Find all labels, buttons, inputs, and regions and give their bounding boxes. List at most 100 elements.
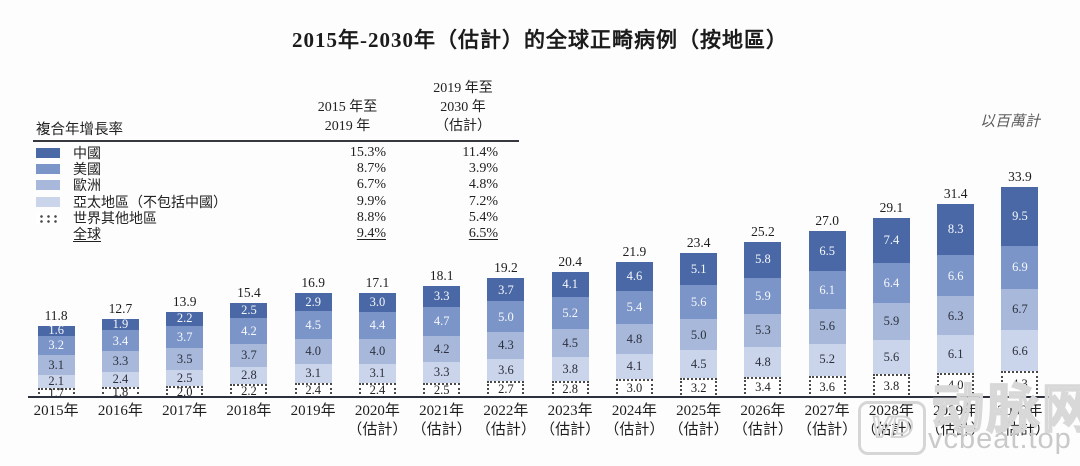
- bar-total-label: 27.0: [815, 212, 839, 228]
- bar-2015年: 11.8 1.6 3.2 3.1 2.1 1.7: [24, 308, 88, 400]
- estimate-suffix-label: （估計）: [540, 422, 601, 438]
- bar-total-label: 25.2: [751, 223, 775, 239]
- bar-total-label: 31.4: [943, 185, 968, 201]
- segment-europe: 5.6: [808, 308, 846, 344]
- segment-china: 8.3: [937, 203, 975, 256]
- cagr-value-2015-2019: 6.7%: [356, 177, 386, 193]
- segment-us: 4.7: [423, 306, 461, 336]
- segment-us: 4.2: [230, 318, 268, 345]
- estimate-suffix-label: （估計）: [797, 422, 858, 438]
- segment-value-label: 3.6: [819, 379, 835, 394]
- segment-value-label: 1.7: [48, 385, 64, 400]
- segment-value-label: 7.4: [883, 233, 900, 248]
- legend-swatch-icon: [36, 196, 60, 207]
- x-axis-labels: 2015年 2016年 2017年 2018年 2019年 2020年 （估計） 2021年 （…: [24, 402, 1052, 440]
- segment-us: 3.4: [101, 330, 139, 352]
- segment-us: 3.2: [37, 335, 75, 356]
- estimate-suffix-label: （估計）: [732, 422, 793, 438]
- segment-apac: 3.6: [487, 359, 525, 382]
- segment-value-label: 3.0: [369, 295, 386, 310]
- year-label: 2025年: [676, 403, 722, 419]
- cagr-value-2015-2019: 9.4%: [356, 225, 386, 241]
- bar-total-label: 16.9: [301, 275, 325, 291]
- legend-swatch-icon: [36, 164, 60, 175]
- year-label: 2021年: [419, 403, 465, 419]
- segment-china: 1.6: [37, 324, 75, 336]
- bar-total-label: 13.9: [172, 293, 197, 309]
- stacked-bars: 11.8 1.6 3.2 3.1 2.1 1.7 12.7 1.9 3.4 3.3 2.4 1.8 13…: [24, 169, 1052, 400]
- bar-total-label: 29.1: [879, 199, 904, 215]
- bar-total-label: 20.4: [558, 253, 582, 269]
- cagr-value-2019-2030: 3.9%: [468, 161, 498, 177]
- bar-total-label: 33.9: [1008, 169, 1032, 185]
- segment-europe: 3.5: [166, 348, 204, 371]
- year-label: 2028年: [868, 403, 914, 419]
- segment-us: 5.2: [551, 296, 589, 330]
- x-axis-label-2021年: 2021年 （估計）: [410, 402, 474, 440]
- stacked-bar: 1.9 3.4 3.3 2.4 1.8: [101, 318, 139, 398]
- segment-row: 2.8: [551, 380, 589, 398]
- segment-value-label: 6.5: [819, 243, 835, 258]
- segment-row: 3.6: [808, 375, 846, 398]
- x-axis-label-2018年: 2018年: [217, 402, 281, 440]
- segment-china: 2.9: [294, 293, 332, 312]
- legend-swatch-icon: [36, 148, 60, 159]
- segment-value-label: 4.3: [1012, 377, 1028, 392]
- cagr-col-header-line: 2019 年至: [433, 81, 493, 96]
- segment-value-label: 4.4: [369, 318, 386, 333]
- x-axis-label-2028年: 2028年 （估計）: [859, 402, 923, 440]
- segment-apac: 5.6: [872, 339, 910, 375]
- cagr-value-2015-2019: 8.8%: [356, 209, 386, 225]
- segment-value-label: 5.4: [626, 300, 643, 315]
- stacked-bar: 3.0 4.4 4.0 3.1 2.4: [358, 293, 396, 398]
- segment-europe: 4.8: [615, 324, 653, 355]
- segment-value-label: 6.3: [947, 308, 964, 323]
- bar-2016年: 12.7 1.9 3.4 3.3 2.4 1.8: [88, 301, 152, 398]
- cagr-value-2019-2030: 6.5%: [468, 225, 498, 241]
- segment-china: 4.6: [615, 262, 653, 291]
- bar-2022年: 19.2 3.7 5.0 4.3 3.6 2.7: [474, 260, 538, 398]
- bar-total-label: 18.1: [429, 268, 454, 284]
- segment-value-label: 2.2: [176, 311, 193, 326]
- segment-value-label: 3.3: [112, 354, 129, 369]
- year-label: 2023年: [547, 403, 593, 419]
- segment-china: 9.5: [1001, 187, 1039, 247]
- segment-value-label: 3.7: [241, 348, 257, 363]
- x-axis-label-2016年: 2016年: [88, 402, 152, 440]
- stacked-bar: 9.5 6.9 6.7 6.6 4.3: [1001, 187, 1039, 398]
- segment-value-label: 4.1: [626, 359, 643, 374]
- legend-label: 中國: [73, 147, 101, 163]
- segment-us: 4.4: [358, 311, 396, 340]
- cagr-table-rule: [33, 140, 519, 142]
- legend-row-歐洲: 歐洲 6.7% 4.8%: [36, 177, 519, 194]
- cagr-value-2015-2019: 9.9%: [356, 193, 386, 209]
- cagr-col-header-2015-2019: 2015 年至 2019 年: [295, 98, 400, 136]
- segment-value-label: 3.4: [112, 333, 129, 348]
- year-label: 2022年: [483, 403, 529, 419]
- segment-china: 5.8: [744, 241, 782, 278]
- segment-apac: 3.1: [358, 363, 396, 384]
- segment-apac: 2.1: [37, 374, 75, 388]
- legend-label: 美國: [73, 163, 101, 179]
- segment-value-label: 5.8: [755, 252, 771, 267]
- segment-value-label: 3.2: [690, 380, 707, 395]
- segment-value-label: 2.5: [241, 303, 257, 318]
- segment-value-label: 4.7: [433, 314, 450, 329]
- cagr-value-2019-2030: 11.4%: [462, 145, 498, 160]
- segment-europe: 5.9: [872, 303, 910, 340]
- x-axis-label-2019年: 2019年: [281, 402, 345, 440]
- segment-value-label: 5.0: [690, 327, 707, 342]
- segment-value-label: 5.2: [562, 305, 578, 320]
- cagr-col-header-line: 2015 年至: [317, 100, 378, 115]
- stacked-bar: 2.2 3.7 3.5 2.5 2.0: [166, 311, 204, 399]
- segment-value-label: 4.8: [755, 354, 771, 369]
- stacked-bar: 1.6 3.2 3.1 2.1 1.7: [37, 324, 75, 400]
- segment-value-label: 2.2: [241, 383, 257, 398]
- segment-value-label: 3.2: [48, 338, 64, 353]
- segment-value-label: 5.6: [883, 349, 900, 364]
- year-label: 2024年: [611, 403, 657, 419]
- segment-us: 3.7: [166, 325, 204, 349]
- segment-value-label: 2.0: [176, 384, 193, 399]
- bar-total-label: 21.9: [622, 244, 647, 260]
